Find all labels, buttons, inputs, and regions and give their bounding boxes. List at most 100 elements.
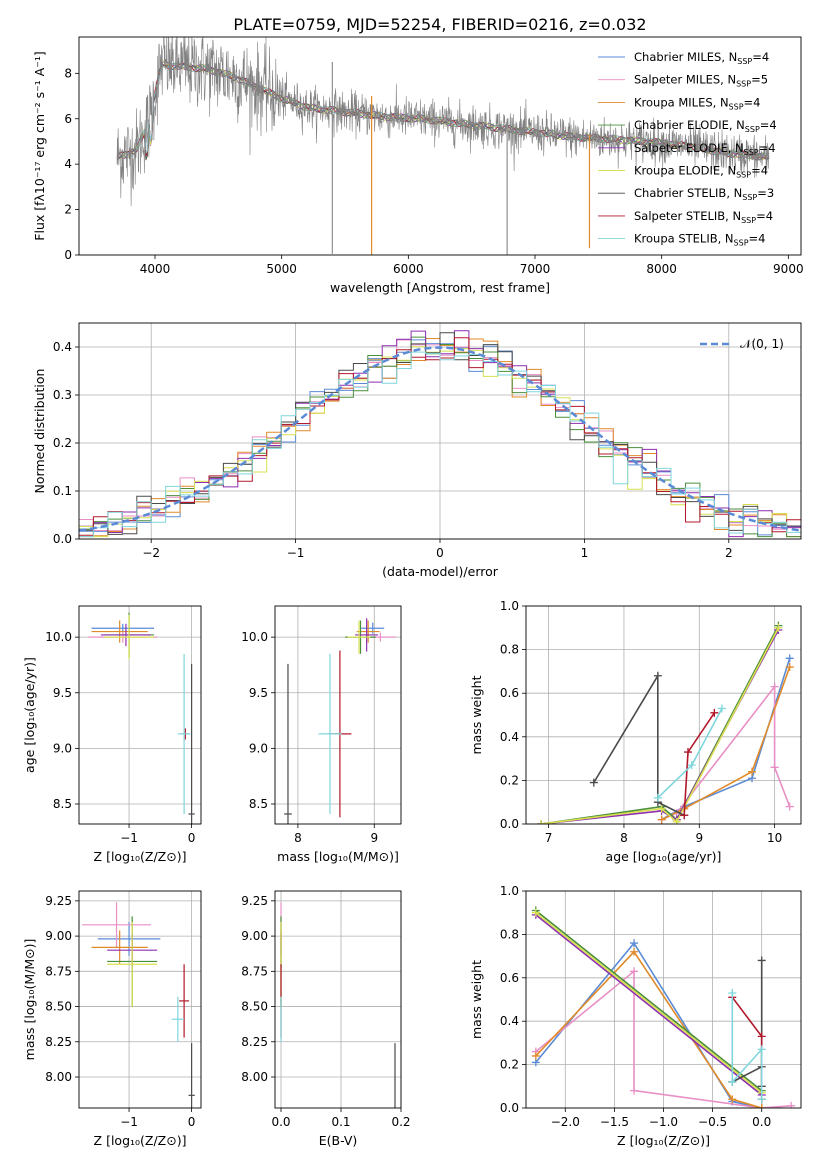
y-tick-label: 9.25 — [45, 894, 72, 908]
weight-marker-kroupa-elodie — [537, 820, 546, 824]
x-tick-label: 1 — [581, 546, 589, 560]
legend-label-chabrier-miles: Chabrier MILES, NSSP=4 — [634, 50, 769, 66]
normal-curve — [79, 346, 801, 532]
x-tick-label: 2 — [725, 546, 733, 560]
weight-line-kroupa-elodie — [535, 912, 763, 1094]
y-tick-label: 8 — [64, 66, 72, 80]
weight-marker-kroupa-elodie — [657, 804, 666, 813]
legend-subscript: SSP — [745, 125, 760, 134]
legend-subscript: SSP — [736, 171, 751, 180]
y-tick-label: 0.4 — [53, 340, 72, 354]
x-tick-label: 9000 — [773, 262, 804, 276]
histogram-chabrier-stelib — [79, 332, 801, 535]
weight-line-kroupa-elodie — [540, 627, 780, 824]
weight-line-chabrier-miles — [535, 941, 762, 1108]
x-tick-label: 0.0 — [271, 1115, 290, 1129]
weight-line-kroupa-stelib — [731, 993, 763, 1100]
weight-marker-kroupa-stelib — [728, 1077, 737, 1086]
weight-marker-salpeter-miles — [785, 802, 794, 811]
axes-residuals: −2 −1 0 1 2 0.0 0.1 0.2 0.3 0.4 (data-model)/error… — [32, 322, 802, 579]
weight-line-salpeter-miles — [661, 684, 791, 821]
x-tick-label: 9 — [695, 831, 703, 845]
axes-frame — [525, 605, 802, 825]
plot-area-mass-vs-Z — [82, 902, 195, 1108]
legend-nssp: =4 — [749, 232, 766, 246]
y-tick-label: 8.25 — [45, 1035, 72, 1049]
x-axis-label: Z [log₁₀(Z/Z⊙)] — [94, 849, 187, 864]
y-axis-label: age [log₁₀(age/yr)] — [22, 657, 37, 773]
axes-frame — [78, 605, 202, 825]
x-tick-label: −1 — [120, 1115, 138, 1129]
x-axis-label: age [log₁₀(age/yr)] — [606, 849, 722, 864]
x-tick-label: 0 — [436, 546, 444, 560]
y-tick-label: 0.2 — [53, 436, 72, 450]
x-tick-label: 9 — [370, 831, 378, 845]
legend-label-chabrier-elodie: Chabrier ELODIE, NSSP=4 — [634, 118, 777, 134]
x-tick-label: −1.5 — [600, 1115, 629, 1129]
y-tick-label: 10.0 — [241, 630, 268, 644]
y-tick-label: 0.2 — [500, 1058, 519, 1072]
weight-marker-kroupa-stelib — [757, 1045, 766, 1054]
y-tick-label: 0.1 — [53, 484, 72, 498]
weight-marker-kroupa-miles — [785, 663, 794, 672]
plot-area-mass-vs-EBV — [280, 902, 396, 1108]
normal-legend-label: 𝒩(0, 1) — [740, 337, 784, 351]
observed-spectrum — [116, 37, 770, 206]
plot-area-spectrum — [116, 37, 770, 255]
y-tick-label: 8.5 — [53, 797, 72, 811]
y-tick-label: 9.5 — [53, 686, 72, 700]
legend-subscript: SSP — [734, 239, 749, 248]
legend-subscript: SSP — [744, 148, 759, 157]
legend-nssp: =4 — [756, 209, 773, 223]
x-axis-label: wavelength [Angstrom, rest frame] — [330, 280, 550, 295]
y-tick-label: 6 — [64, 112, 72, 126]
y-axis-label: mass [log₁₀(M/M⊙)] — [22, 939, 37, 1061]
legend-subscript: SSP — [742, 193, 757, 202]
legend-label-kroupa-elodie: Kroupa ELODIE, NSSP=4 — [634, 164, 768, 180]
x-tick-label: 0.0 — [752, 1115, 771, 1129]
y-tick-label: 9.0 — [249, 741, 268, 755]
y-tick-label: 1.0 — [500, 599, 519, 613]
weight-marker-salpeter-stelib — [757, 1032, 766, 1041]
y-tick-label: 9.0 — [53, 741, 72, 755]
y-tick-label: 4 — [64, 157, 72, 171]
legend-label-kroupa-stelib: Kroupa STELIB, NSSP=4 — [634, 232, 765, 248]
legend-nssp: =4 — [744, 95, 761, 109]
weight-line-kroupa-miles — [661, 666, 791, 821]
weight-marker-kroupa-miles — [657, 815, 666, 824]
axes-frame — [78, 322, 802, 540]
y-tick-label: 8.75 — [241, 964, 268, 978]
weight-marker-salpeter-miles — [630, 967, 639, 976]
axes-mass-vs-EBV: 0.0 0.1 0.2 8.00 8.25 8.50 8.75 9.00 9.25 E(B-V) — [241, 890, 411, 1148]
y-tick-label: 10.0 — [45, 630, 72, 644]
axes-weight-vs-age: 7 8 9 10 0.0 0.2 0.4 0.6 0.8 1.0 age [log₁₀(age/yr… — [469, 599, 802, 864]
legend-nssp: =3 — [757, 186, 774, 200]
weight-marker-chabrier-miles — [785, 654, 794, 663]
plot-area-weight-vs-age — [537, 621, 794, 824]
x-tick-label: 6000 — [393, 262, 424, 276]
y-tick-label: 8.00 — [241, 1070, 268, 1084]
y-tick-label: 0.4 — [500, 730, 519, 744]
legend-label-salpeter-elodie: Salpeter ELODIE, NSSP=4 — [634, 141, 776, 157]
x-tick-label: 10 — [767, 831, 782, 845]
x-tick-label: −0.5 — [698, 1115, 727, 1129]
y-tick-label: 0.2 — [500, 773, 519, 787]
y-tick-label: 2 — [64, 203, 72, 217]
legend-subscript: SSP — [729, 102, 744, 111]
y-tick-label: 0.4 — [500, 1014, 519, 1028]
axes-weight-vs-Z: −2.0 −1.5 −1.0 −0.5 0.0 0.0 0.2 0.4 0.6 0.8 1.0 Z [… — [469, 884, 802, 1148]
weight-marker-salpeter-stelib — [710, 708, 719, 717]
weight-marker-chabrier-stelib — [653, 671, 662, 680]
weight-marker-chabrier-stelib — [757, 956, 766, 965]
y-tick-label: 8.00 — [45, 1070, 72, 1084]
legend-subscript: SSP — [737, 57, 752, 66]
y-axis-label: mass weight — [469, 675, 484, 754]
y-tick-label: 8.25 — [241, 1035, 268, 1049]
weight-line-chabrier-stelib — [593, 672, 685, 817]
y-tick-label: 0 — [64, 248, 72, 262]
x-tick-label: 7000 — [520, 262, 551, 276]
x-tick-label: −2 — [142, 546, 160, 560]
legend-nssp: =4 — [751, 164, 768, 178]
weight-marker-salpeter-stelib — [683, 748, 692, 757]
